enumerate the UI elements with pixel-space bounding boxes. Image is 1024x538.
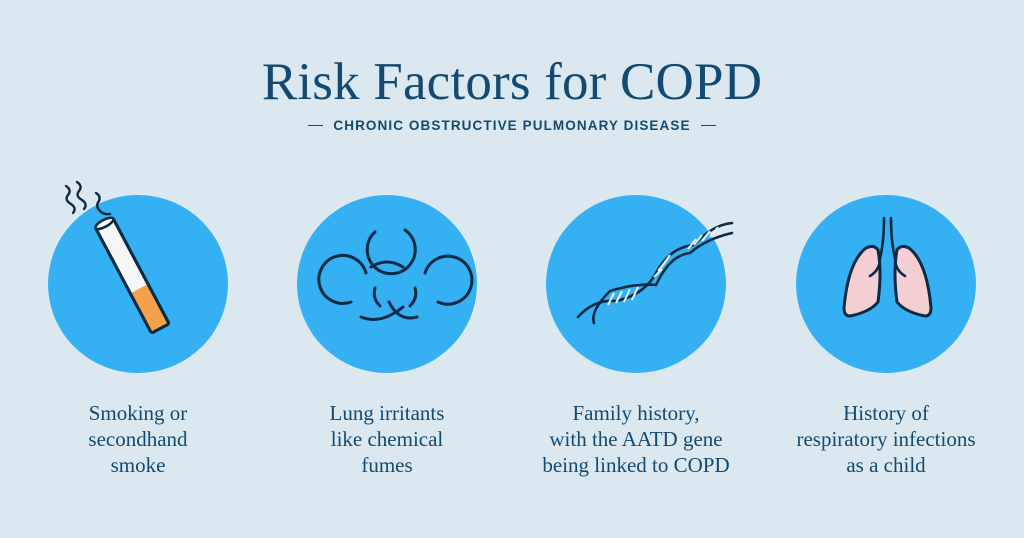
icon-circle: [48, 180, 228, 373]
dna-icon: [576, 221, 734, 325]
icon-circle: [546, 195, 734, 373]
risk-factor-caption: Lung irritants like chemical fumes: [329, 401, 445, 477]
icon-circle: [297, 195, 477, 373]
subtitle-text: CHRONIC OBSTRUCTIVE PULMONARY DISEASE: [333, 118, 691, 133]
lungs-icon: [842, 216, 933, 318]
risk-factor-family-history: Family history, with the AATD gene being…: [511, 195, 761, 478]
risk-factor-caption: Smoking or secondhand smoke: [88, 401, 188, 477]
icon-circle: [796, 195, 976, 373]
risk-factor-irritants: Lung irritants like chemical fumes: [262, 195, 512, 478]
biohazard-icon: [317, 228, 474, 321]
right-dash-divider: [700, 124, 716, 127]
page-subtitle: CHRONIC OBSTRUCTIVE PULMONARY DISEASE: [0, 118, 1024, 133]
risk-factor-smoking: Smoking or secondhand smoke: [13, 180, 263, 478]
risk-factor-caption: Family history, with the AATD gene being…: [542, 401, 730, 477]
page-title: Risk Factors for COPD: [261, 53, 763, 111]
risk-factor-caption: History of respiratory infections as a c…: [796, 401, 976, 477]
cigarette-icon: [64, 180, 170, 334]
risk-factor-respiratory-infections: History of respiratory infections as a c…: [761, 195, 1011, 478]
left-dash-divider: [308, 124, 324, 127]
